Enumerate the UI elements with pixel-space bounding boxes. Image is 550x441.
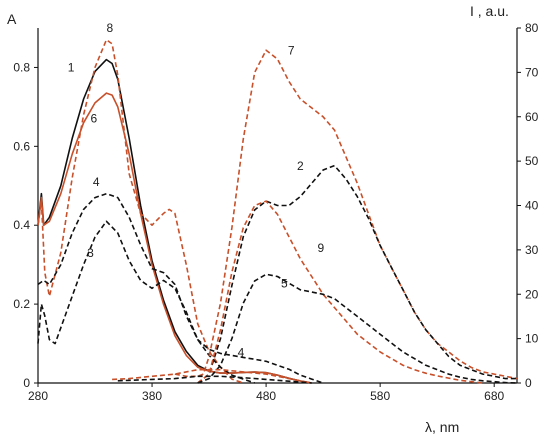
curve-label-4: 4 [238, 345, 245, 359]
y-right-tick-label: 0 [525, 376, 532, 390]
series-4-line [37, 192, 324, 384]
y-right-tick-label: 70 [525, 65, 539, 79]
y-left-tick-label: 0.4 [13, 218, 30, 232]
series-3-line [37, 220, 255, 384]
y-right-tick-label: 40 [525, 199, 539, 213]
curve-label-1: 1 [68, 60, 75, 74]
x-tick-label: 280 [28, 389, 48, 403]
curve-label-6: 6 [91, 112, 98, 126]
curve-label-2: 2 [297, 159, 304, 173]
baseline-series-line [112, 368, 312, 384]
chart-axes: 280 380 480 580 68000.20.40.60.8010203040506… [13, 21, 538, 403]
y-axis-left-title: A [7, 11, 17, 27]
curve-label-3: 3 [87, 246, 94, 260]
series-5-line [197, 273, 518, 384]
y-axis-right-title: I , a.u. [470, 3, 509, 19]
y-right-tick-label: 30 [525, 243, 539, 257]
curve-label-8: 8 [107, 21, 114, 35]
curve-labels: 8 1 6 4 3 7 2 9 5 4 [68, 21, 325, 359]
x-tick-label: 680 [484, 389, 504, 403]
x-axis-title: λ, nm [425, 419, 459, 435]
series-7-line [174, 49, 518, 380]
curve-label-4: 4 [93, 175, 100, 189]
curve-label-9: 9 [317, 241, 324, 255]
series-8-line [37, 39, 244, 384]
y-right-tick-label: 80 [525, 21, 539, 35]
x-tick-label: 380 [142, 389, 162, 403]
baseline-series-line [117, 375, 312, 384]
chart-series [37, 39, 518, 384]
series-2-line [197, 164, 517, 384]
y-right-tick-label: 60 [525, 110, 539, 124]
curve-label-7: 7 [288, 44, 295, 58]
curve-label-5: 5 [281, 277, 288, 291]
y-right-tick-label: 50 [525, 154, 539, 168]
x-tick-label: 480 [256, 389, 276, 403]
y-right-tick-label: 10 [525, 332, 539, 346]
x-tick-label: 580 [370, 389, 390, 403]
y-left-tick-label: 0 [23, 376, 30, 390]
y-left-tick-label: 0.8 [13, 60, 30, 74]
series-9-line [197, 200, 483, 384]
y-right-tick-label: 20 [525, 287, 539, 301]
y-left-tick-label: 0.6 [13, 139, 30, 153]
y-left-tick-label: 0.2 [13, 297, 30, 311]
